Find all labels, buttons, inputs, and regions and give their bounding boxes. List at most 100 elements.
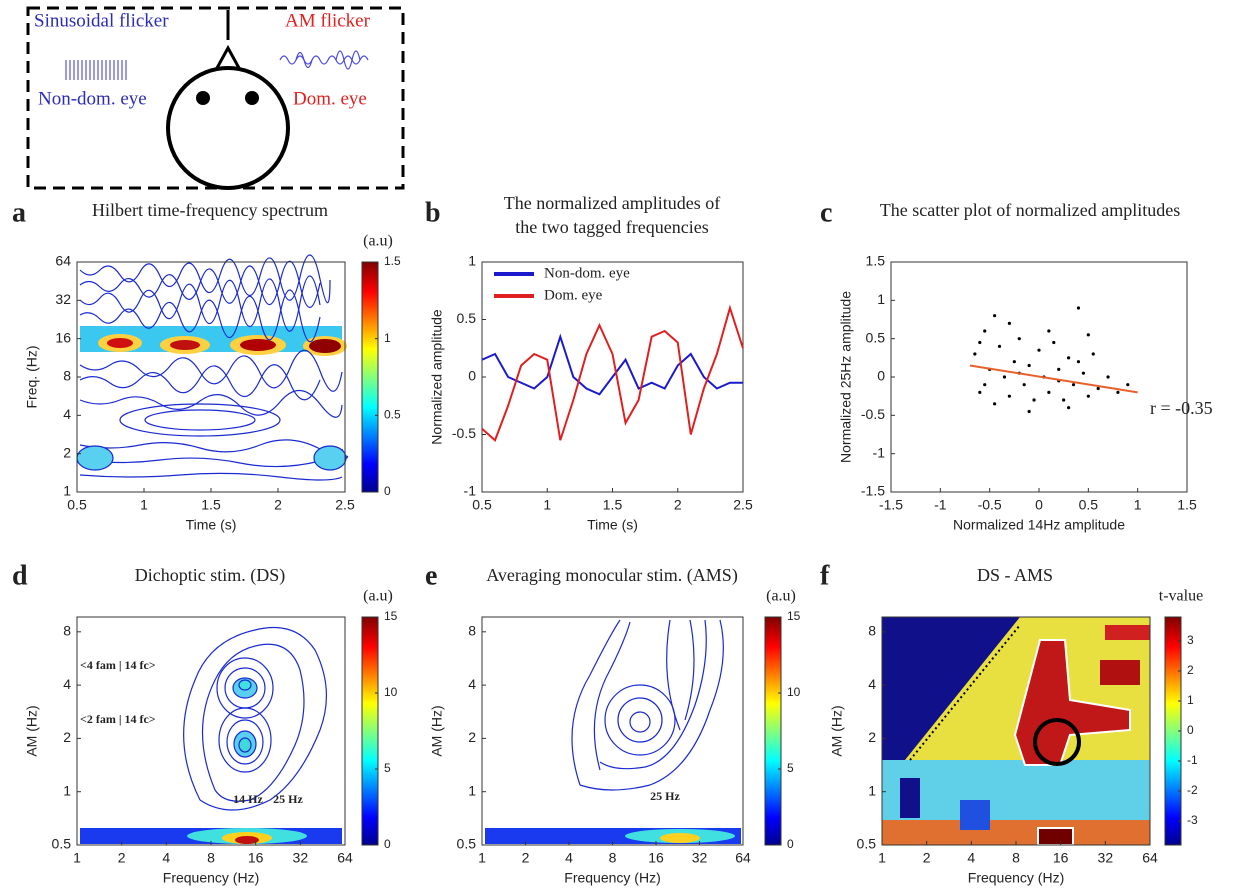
x-tick-label: 1 [1134, 497, 1142, 513]
x-axis-label: Frequency (Hz) [163, 870, 259, 886]
y-tick-label: 1 [877, 291, 885, 307]
annotation: 25 Hz [650, 789, 680, 803]
x-tick-label: 64 [735, 850, 751, 866]
panel-label: d [12, 560, 28, 591]
colorbar-tick-label: 0.5 [384, 408, 401, 422]
y-tick-label: 2 [868, 729, 876, 745]
scatter-point [1067, 406, 1071, 410]
y-tick-label: 4 [868, 676, 876, 692]
colorbar-tick-label: 0 [1187, 723, 1194, 737]
panel-title: Dichoptic stim. (DS) [135, 565, 286, 586]
x-tick-label: 1 [543, 497, 551, 513]
x-axis-label: Frequency (Hz) [968, 870, 1064, 886]
y-axis-label: Normalized 25Hz amplitude [838, 291, 854, 463]
panel-label: e [425, 560, 437, 591]
panel-label: a [12, 197, 26, 228]
annotation: <4 fam | 14 fc> [80, 658, 156, 672]
y-tick-label: 1.5 [866, 253, 886, 269]
diagram-text: AM flicker [285, 10, 371, 31]
scatter-point [1057, 367, 1061, 371]
panel-title: the two tagged frequencies [515, 217, 708, 237]
diagram-text: Sinusoidal flicker [34, 10, 169, 31]
contour-field-d [80, 626, 342, 844]
panel-label: c [820, 197, 832, 228]
colorbar-tick-label: -1 [1187, 753, 1198, 767]
x-tick-label: 2.5 [335, 497, 355, 513]
scatter-point [1086, 394, 1090, 398]
y-tick-label: 8 [468, 623, 476, 639]
y-tick-label: 16 [55, 329, 71, 345]
y-tick-label: -0.5 [861, 406, 885, 422]
y-tick-label: -1.5 [861, 483, 885, 499]
y-tick-label: 2 [468, 729, 476, 745]
x-tick-label: 8 [1012, 850, 1020, 866]
contour-field-e [485, 619, 741, 844]
x-tick-label: 2 [118, 850, 126, 866]
diagram-text: Dom. eye [293, 88, 367, 109]
scatter-point [1037, 348, 1041, 352]
x-tick-label: -1 [934, 497, 947, 513]
y-tick-label: -1 [873, 444, 886, 460]
x-axis-label: Time (s) [186, 517, 237, 533]
colorbar-tick-label: 5 [384, 761, 391, 775]
scatter-point [1081, 371, 1085, 375]
y-axis-label: Normalized amplitude [429, 309, 445, 445]
x-tick-label: 0 [1035, 497, 1043, 513]
scatter-point [1047, 390, 1051, 394]
colorbar-label: (a.u) [363, 233, 393, 250]
x-tick-label: 16 [648, 850, 664, 866]
scatter-point [1086, 333, 1090, 337]
scatter-point [1076, 360, 1081, 364]
colorbar-tick-label: 15 [787, 609, 801, 623]
y-tick-label: 1 [468, 782, 476, 798]
colorbar-label: t-value [1159, 588, 1203, 605]
scatter-point [973, 352, 977, 356]
y-tick-label: 0.5 [457, 836, 477, 852]
series-line [481, 304, 744, 442]
heatmap-field-f [882, 617, 1150, 846]
x-tick-label: 1 [478, 850, 486, 866]
annotation: 25 Hz [273, 792, 303, 806]
colorbar-tick-label: 3 [1187, 633, 1194, 647]
colorbar-tick-label: -2 [1187, 783, 1198, 797]
colorbar-tick-label: 5 [787, 761, 794, 775]
y-tick-label: 1 [468, 253, 476, 269]
y-tick-label: 8 [868, 623, 876, 639]
x-tick-label: 32 [293, 850, 309, 866]
x-tick-label: 4 [162, 850, 170, 866]
colorbar-tick-label: 0 [384, 837, 391, 851]
y-tick-label: 2 [63, 729, 71, 745]
colorbar-tick-label: 15 [384, 609, 398, 623]
colorbar-tick-label: -3 [1187, 813, 1198, 827]
x-tick-label: 16 [248, 850, 264, 866]
colorbar-label: (a.u) [766, 588, 796, 605]
scatter-point [1116, 390, 1120, 394]
x-tick-label: 1.5 [603, 497, 623, 513]
y-tick-label: 8 [63, 623, 71, 639]
y-tick-label: 0.5 [866, 329, 886, 345]
stimulus-diagram: Sinusoidal flicker Non-dom. eye AM flick… [26, 6, 405, 190]
scatter-point [1062, 398, 1066, 402]
panel-title: Hilbert time-frequency spectrum [92, 200, 328, 220]
x-tick-label: 0.5 [472, 497, 492, 513]
contour-field-a [76, 254, 348, 481]
scatter-point [1002, 375, 1007, 379]
x-tick-label: 1.5 [1177, 497, 1197, 513]
x-tick-label: 0.5 [67, 497, 87, 513]
scatter-point [1022, 383, 1026, 387]
colorbar-tick-label: 10 [384, 685, 398, 699]
x-axis-label: Time (s) [587, 517, 638, 533]
x-tick-label: 2.5 [733, 497, 753, 513]
scatter-point [1091, 352, 1095, 356]
scatter-point [1096, 386, 1100, 391]
x-tick-label: 16 [1053, 850, 1069, 866]
y-tick-label: 2 [63, 444, 71, 460]
plot-frame [481, 616, 744, 846]
plot-frame [76, 261, 346, 493]
y-tick-label: 0.5 [52, 836, 72, 852]
x-tick-label: -1.5 [879, 497, 903, 513]
y-axis-label: AM (Hz) [24, 705, 40, 756]
y-tick-label: 8 [63, 368, 71, 384]
scatter-point [1126, 383, 1130, 387]
